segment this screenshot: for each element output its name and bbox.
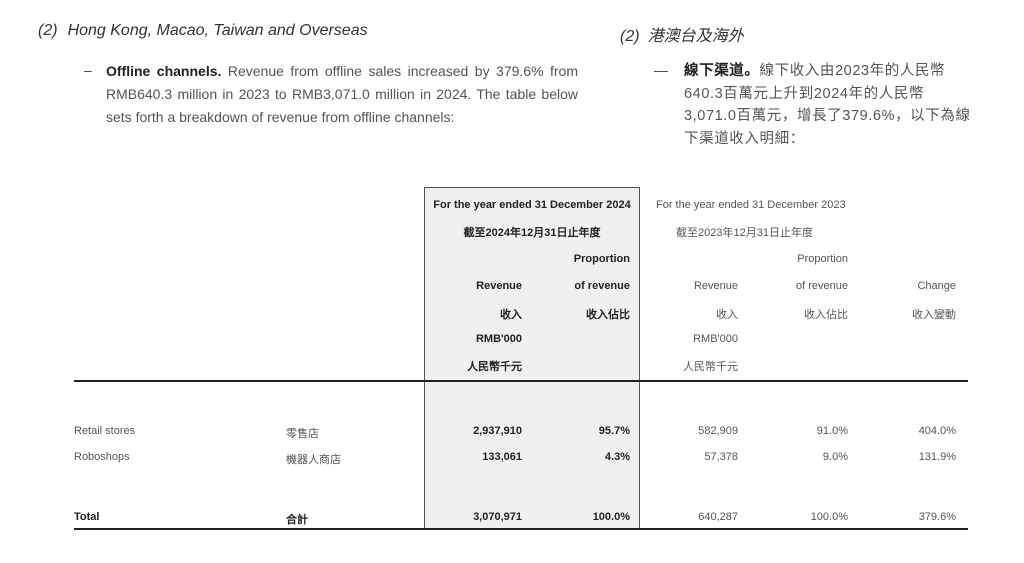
header-change-en: Change xyxy=(917,280,956,292)
section-title-zh: (2) 港澳台及海外 xyxy=(620,22,744,46)
bullet-dash-zh: — xyxy=(654,62,668,78)
total-change: 379.6% xyxy=(918,511,956,523)
cell-proportion-2024: 95.7% xyxy=(598,425,630,437)
row-label-zh: 機器人商店 xyxy=(286,454,341,466)
header-rule xyxy=(74,380,968,382)
row-label-en: Retail stores xyxy=(74,425,136,437)
header-revenue-2024-en: Revenue xyxy=(476,280,522,292)
total-proportion-2023: 100.0% xyxy=(810,511,848,523)
period-2024-en: For the year ended 31 December 2024 xyxy=(433,199,631,211)
cell-proportion-2024: 4.3% xyxy=(604,451,630,463)
paragraph-zh: 線下渠道。線下收入由2023年的人民幣640.3百萬元上升到2024年的人民幣3… xyxy=(684,60,974,150)
row-label-zh: 零售店 xyxy=(286,428,319,440)
section-title-en: (2) Hong Kong, Macao, Taiwan and Overseas xyxy=(38,22,368,40)
cell-revenue-2023: 57,378 xyxy=(704,451,738,463)
cell-change: 131.9% xyxy=(918,451,956,463)
cell-change: 404.0% xyxy=(918,425,956,437)
paragraph-body-zh: 線下收入由2023年的人民幣640.3百萬元上升到2024年的人民幣3,071.… xyxy=(684,63,971,147)
row-label-en: Roboshops xyxy=(74,451,130,463)
cell-revenue-2024: 133,061 xyxy=(482,451,522,463)
total-revenue-2024: 3,070,971 xyxy=(473,511,522,523)
header-proportion-2023-zh: 收入佔比 xyxy=(804,309,848,321)
unit-2024-zh: 人民幣千元 xyxy=(467,361,522,373)
header-proportion-2024-line2: of revenue xyxy=(574,280,630,292)
cell-proportion-2023: 9.0% xyxy=(822,451,848,463)
period-2023-en: For the year ended 31 December 2023 xyxy=(656,199,846,211)
section-title-text-zh: 港澳台及海外 xyxy=(647,28,744,45)
header-proportion-2023-line1: Proportion xyxy=(797,253,848,265)
section-title-text-en: Hong Kong, Macao, Taiwan and Overseas xyxy=(67,22,368,39)
header-revenue-2023-zh: 收入 xyxy=(716,309,738,321)
section-number-zh: (2) xyxy=(620,28,640,45)
cell-revenue-2024: 2,937,910 xyxy=(473,425,522,437)
cell-revenue-2023: 582,909 xyxy=(698,425,738,437)
total-revenue-2023: 640,287 xyxy=(698,511,738,523)
paragraph-lead-zh: 線下渠道。 xyxy=(684,63,760,79)
unit-2023-zh: 人民幣千元 xyxy=(683,361,738,373)
cell-proportion-2023: 91.0% xyxy=(816,425,848,437)
total-proportion-2024: 100.0% xyxy=(592,511,630,523)
unit-2023-en: RMB'000 xyxy=(693,333,738,345)
paragraph-lead-en: Offline channels. xyxy=(106,63,222,79)
header-revenue-2023-en: Revenue xyxy=(693,280,738,292)
paragraph-body-en: Revenue from offline sales increased by … xyxy=(106,63,578,125)
total-label-zh: 合計 xyxy=(286,514,308,526)
total-rule xyxy=(74,528,968,530)
header-revenue-2024-zh: 收入 xyxy=(500,309,522,321)
header-proportion-2023-line2: of revenue xyxy=(796,280,848,292)
period-2023-zh: 截至2023年12月31日止年度 xyxy=(676,227,813,239)
unit-2024-en: RMB'000 xyxy=(475,333,522,345)
header-proportion-2024-line1: Proportion xyxy=(573,253,630,265)
total-label-en: Total xyxy=(74,511,100,523)
period-2024-zh: 截至2024年12月31日止年度 xyxy=(463,227,601,239)
bullet-dash-en: – xyxy=(84,62,92,78)
header-proportion-2024-zh: 收入佔比 xyxy=(586,309,630,321)
highlight-2024-column xyxy=(424,187,640,529)
paragraph-en: Offline channels. Revenue from offline s… xyxy=(106,60,578,129)
header-change-zh: 收入變動 xyxy=(912,309,956,321)
section-number-en: (2) xyxy=(38,22,58,39)
